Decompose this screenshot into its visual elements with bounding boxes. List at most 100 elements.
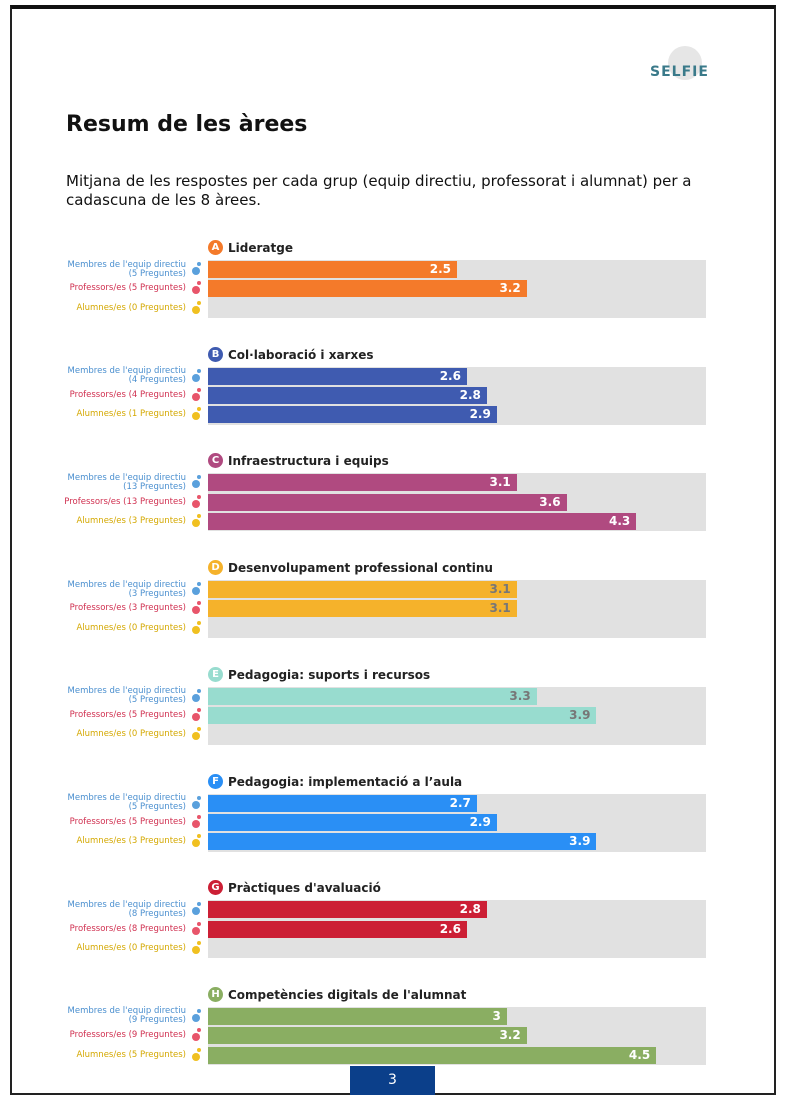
bar bbox=[208, 261, 457, 278]
group-label: Professors/es (5 Preguntes) bbox=[69, 283, 186, 294]
group-icon-head bbox=[197, 708, 201, 713]
group-label: Professors/es (4 Preguntes) bbox=[69, 390, 186, 400]
group-icon-head bbox=[197, 368, 201, 373]
group-label: Membres de l'equip directiu (13 Pregunte… bbox=[67, 472, 186, 492]
group-label: Membres de l'equip directiu (5 Preguntes… bbox=[67, 793, 186, 812]
group-icon bbox=[192, 907, 200, 916]
bar bbox=[208, 406, 497, 424]
group-icon bbox=[192, 693, 200, 702]
group-icon-head bbox=[197, 1008, 201, 1013]
area-title: Col·laboració i xarxes bbox=[228, 347, 374, 362]
bar-value-label: 3.1 bbox=[489, 582, 511, 597]
bar bbox=[208, 474, 517, 492]
bar-value-label: 3 bbox=[492, 1008, 501, 1023]
group-label: Membres de l'equip directiu (5 Preguntes… bbox=[67, 259, 186, 279]
group-label: Alumnes/es (3 Preguntes) bbox=[76, 836, 186, 847]
group-icon-head bbox=[197, 814, 201, 819]
group-label: Professors/es (5 Preguntes) bbox=[69, 710, 186, 721]
group-icon bbox=[192, 1033, 200, 1042]
page-title: Resum de les àrees bbox=[66, 112, 308, 137]
group-icon bbox=[192, 480, 200, 489]
group-icon bbox=[192, 713, 200, 722]
group-icon bbox=[192, 286, 200, 295]
group-label: Professors/es (3 Preguntes) bbox=[69, 603, 186, 614]
bar-value-label: 2.8 bbox=[459, 388, 481, 402]
group-label: Professors/es (8 Preguntes) bbox=[69, 923, 186, 934]
group-icon-head bbox=[197, 514, 201, 518]
group-icon bbox=[192, 267, 200, 275]
bar bbox=[208, 833, 597, 851]
group-icon-head bbox=[197, 727, 201, 732]
bar-value-label: 3.9 bbox=[569, 708, 591, 723]
bar bbox=[208, 493, 567, 511]
group-icon-head bbox=[197, 407, 201, 412]
area-title: Desenvolupament professional continu bbox=[228, 561, 493, 576]
bar-value-label: 2.7 bbox=[449, 795, 471, 810]
group-icon bbox=[192, 412, 200, 421]
bar bbox=[208, 600, 517, 618]
area-letter: C bbox=[208, 453, 223, 469]
bar-value-label: 2.6 bbox=[439, 921, 461, 936]
bar-value-label: 2.8 bbox=[459, 902, 481, 917]
group-label: Alumnes/es (0 Preguntes) bbox=[76, 302, 186, 313]
bar bbox=[208, 1027, 527, 1045]
group-icon bbox=[192, 1013, 200, 1022]
bar-value-label: 2.5 bbox=[429, 262, 451, 276]
area-title: Lideratge bbox=[228, 241, 293, 255]
group-icon bbox=[192, 800, 200, 809]
area-letter: H bbox=[208, 986, 223, 1002]
area-letter: G bbox=[208, 880, 223, 896]
group-label: Membres de l'equip directiu (3 Preguntes… bbox=[67, 579, 186, 599]
group-icon bbox=[192, 373, 200, 382]
page-subtitle: Mitjana de les respostes per cada grup (… bbox=[66, 172, 692, 209]
bar bbox=[208, 367, 467, 385]
group-icon bbox=[192, 839, 200, 848]
group-label: Professors/es (5 Preguntes) bbox=[69, 816, 186, 827]
area-letter: F bbox=[208, 773, 223, 789]
bar-value-label: 3.3 bbox=[509, 688, 531, 703]
group-icon bbox=[192, 1052, 200, 1061]
group-label: Alumnes/es (0 Preguntes) bbox=[76, 942, 186, 953]
group-icon bbox=[192, 732, 200, 741]
bar-value-label: 3.6 bbox=[539, 494, 561, 509]
area-letter: B bbox=[208, 346, 223, 362]
area-title: Pedagogia: implementació a l’aula bbox=[228, 774, 463, 789]
group-icon bbox=[192, 926, 200, 935]
group-icon-head bbox=[197, 834, 201, 839]
group-label: Membres de l'equip directiu (5 Preguntes… bbox=[67, 686, 186, 706]
group-label: Professors/es (13 Preguntes) bbox=[64, 496, 186, 507]
bar bbox=[208, 513, 637, 530]
area-letter: A bbox=[208, 240, 223, 255]
area-letter: D bbox=[208, 560, 223, 576]
group-icon bbox=[192, 499, 200, 508]
area-letter: E bbox=[208, 666, 223, 682]
group-icon-head bbox=[197, 921, 201, 926]
group-label: Alumnes/es (1 Preguntes) bbox=[76, 409, 186, 420]
bar-value-label: 2.6 bbox=[439, 368, 461, 383]
group-icon-head bbox=[197, 582, 201, 587]
group-icon-head bbox=[197, 494, 201, 499]
bar bbox=[208, 687, 537, 705]
bar-value-label: 3.9 bbox=[569, 834, 591, 849]
group-icon-head bbox=[197, 601, 201, 606]
bar-value-label: 3.2 bbox=[499, 1028, 521, 1043]
group-icon bbox=[192, 819, 200, 828]
group-icon bbox=[192, 945, 200, 954]
group-label: Alumnes/es (5 Preguntes) bbox=[76, 1049, 186, 1060]
group-label: Membres de l'equip directiu (9 Preguntes… bbox=[67, 1006, 186, 1026]
area-title: Pedagogia: suports i recursos bbox=[228, 667, 431, 682]
group-label: Alumnes/es (0 Preguntes) bbox=[76, 622, 186, 633]
bar bbox=[208, 920, 467, 938]
group-icon-head bbox=[197, 902, 201, 907]
group-icon-head bbox=[197, 940, 201, 945]
group-icon-head bbox=[197, 1047, 201, 1052]
group-icon-head bbox=[197, 281, 201, 286]
group-icon-head bbox=[197, 262, 201, 266]
group-label: Membres de l'equip directiu (8 Preguntes… bbox=[67, 899, 186, 919]
bar bbox=[208, 387, 487, 404]
bar bbox=[208, 794, 477, 812]
bar bbox=[208, 813, 497, 831]
group-icon bbox=[192, 393, 200, 401]
group-icon bbox=[192, 606, 200, 615]
